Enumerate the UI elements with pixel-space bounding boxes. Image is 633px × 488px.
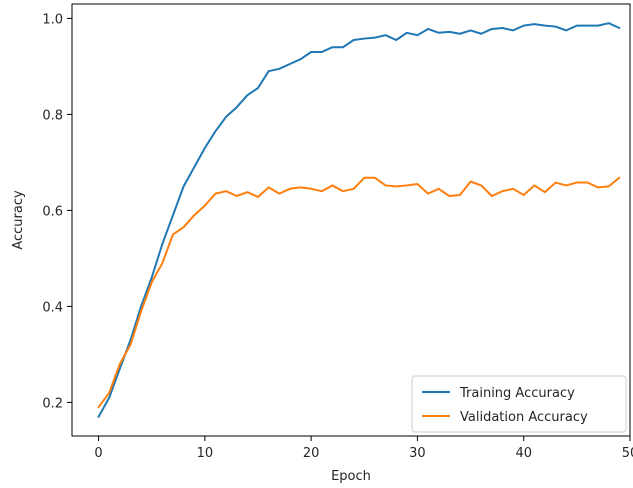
legend-box [411,375,627,433]
x-axis-label: Epoch [331,469,371,484]
y-tick-label: 0.4 [42,300,63,315]
series-line-1 [97,176,621,409]
x-tick-label: 50 [622,446,633,461]
y-axis-label: Accuracy [11,190,26,250]
x-tick-label: 0 [94,446,102,461]
x-tick-label: 30 [409,446,426,461]
series-layer [97,22,621,418]
x-tick-label: 20 [303,446,320,461]
series-line-0 [97,22,621,418]
legend-label-1: Validation Accuracy [460,410,588,425]
y-tick-label: 0.8 [42,108,63,123]
y-tick-label: 1.0 [42,12,63,27]
legend: Training Accuracy Validation Accuracy [411,375,627,433]
y-axis-ticks: 0.2 0.4 0.6 0.8 1.0 [42,12,72,411]
legend-label-0: Training Accuracy [459,386,575,401]
x-tick-label: 10 [197,446,214,461]
y-tick-label: 0.6 [42,204,63,219]
x-tick-label: 40 [515,446,532,461]
y-tick-label: 0.2 [42,396,63,411]
plot-frame [71,3,631,437]
x-axis-ticks: 0 10 20 30 40 50 [94,436,633,461]
